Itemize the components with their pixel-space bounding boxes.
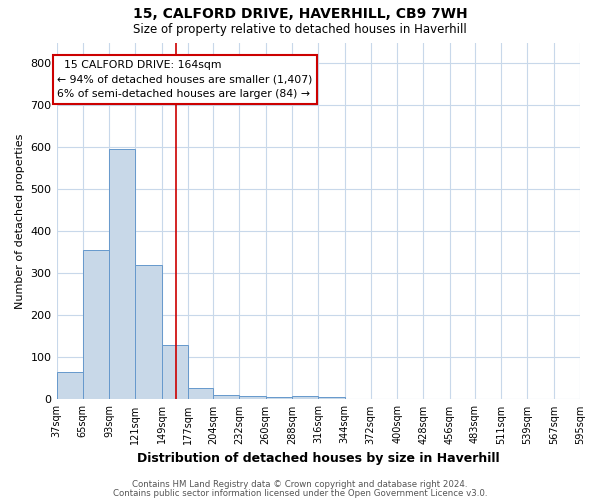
X-axis label: Distribution of detached houses by size in Haverhill: Distribution of detached houses by size … — [137, 452, 500, 465]
Bar — [266, 398, 292, 400]
Y-axis label: Number of detached properties: Number of detached properties — [15, 134, 25, 308]
Text: Contains HM Land Registry data © Crown copyright and database right 2024.: Contains HM Land Registry data © Crown c… — [132, 480, 468, 489]
Text: 15, CALFORD DRIVE, HAVERHILL, CB9 7WH: 15, CALFORD DRIVE, HAVERHILL, CB9 7WH — [133, 8, 467, 22]
Text: Size of property relative to detached houses in Haverhill: Size of property relative to detached ho… — [133, 22, 467, 36]
Bar — [292, 396, 318, 400]
Bar — [56, 372, 83, 400]
Bar — [161, 345, 188, 400]
Bar — [83, 250, 109, 400]
Bar — [188, 388, 213, 400]
Bar — [213, 395, 239, 400]
Bar — [318, 398, 344, 400]
Text: Contains public sector information licensed under the Open Government Licence v3: Contains public sector information licen… — [113, 490, 487, 498]
Text: 15 CALFORD DRIVE: 164sqm
← 94% of detached houses are smaller (1,407)
6% of semi: 15 CALFORD DRIVE: 164sqm ← 94% of detach… — [58, 60, 313, 100]
Bar — [109, 148, 136, 400]
Bar — [136, 265, 161, 400]
Bar — [239, 396, 266, 400]
